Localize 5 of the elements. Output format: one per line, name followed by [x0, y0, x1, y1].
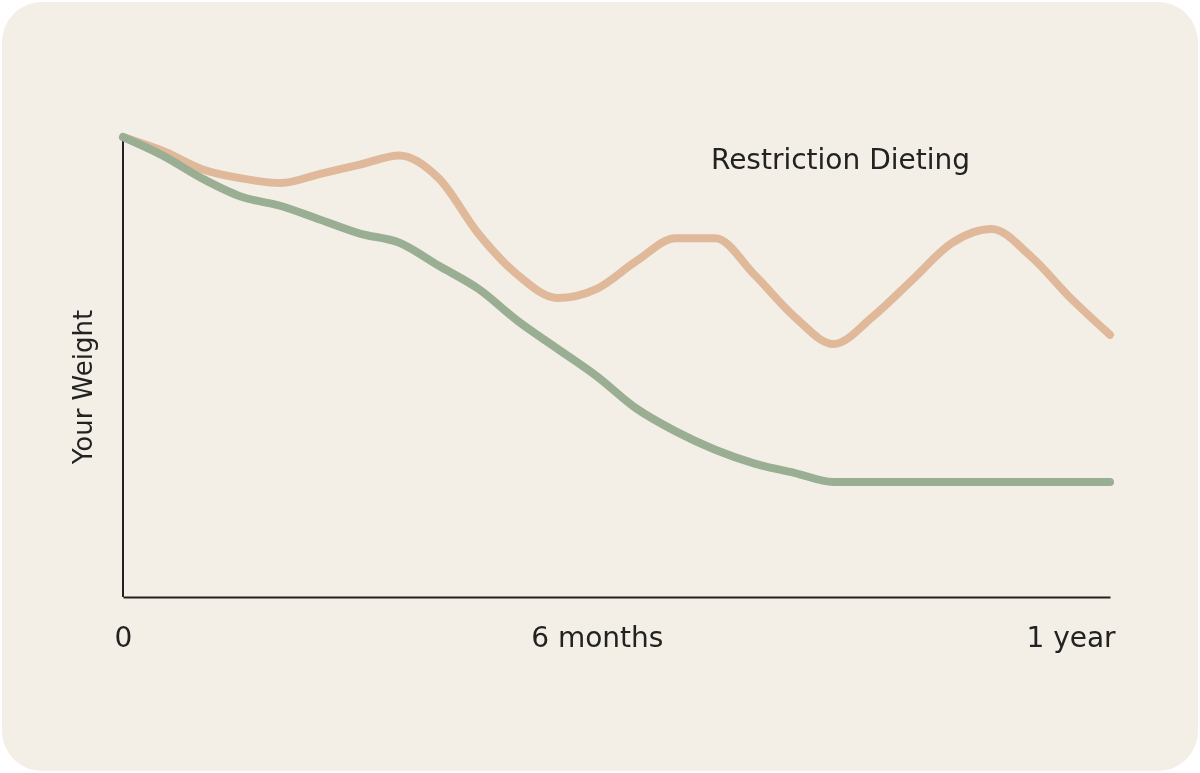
series-label: Restriction Dieting [710, 143, 970, 176]
x-tick-label: 6 months [531, 620, 664, 654]
x-tick-label: 1 year [1026, 620, 1117, 654]
x-tick-label: 0 [114, 620, 133, 654]
y-axis-title: Your Weight [68, 309, 98, 466]
